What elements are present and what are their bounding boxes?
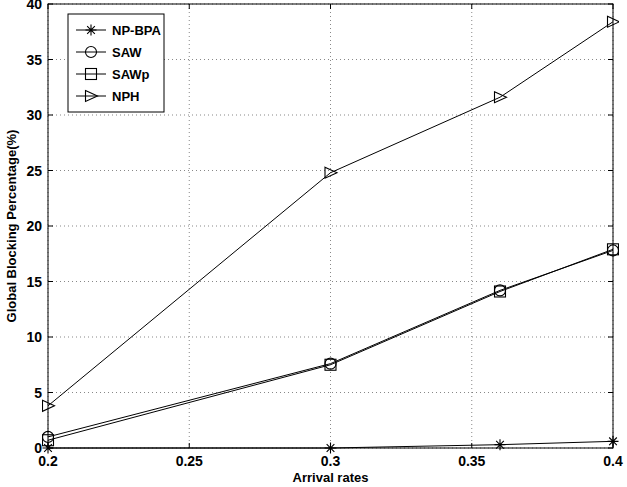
plot-frame bbox=[48, 4, 613, 448]
x-tick-label: 0.35 bbox=[458, 453, 485, 469]
series-marker bbox=[325, 443, 336, 454]
y-tick-label: 5 bbox=[34, 385, 42, 401]
series-marker bbox=[325, 359, 336, 370]
legend-marker bbox=[86, 47, 97, 58]
legend-label: SAWp bbox=[112, 67, 150, 82]
grid-line-x bbox=[330, 4, 331, 448]
grid-line-y bbox=[48, 115, 613, 116]
y-tick bbox=[608, 226, 613, 227]
x-tick bbox=[189, 443, 190, 448]
grid-line-y bbox=[48, 392, 613, 393]
series-marker bbox=[608, 244, 619, 255]
y-tick bbox=[48, 281, 53, 282]
y-tick-label: 20 bbox=[26, 218, 42, 234]
series-line bbox=[48, 249, 613, 440]
x-tick bbox=[613, 4, 614, 9]
legend-box bbox=[68, 14, 164, 112]
y-tick bbox=[608, 59, 613, 60]
y-tick bbox=[48, 59, 53, 60]
y-tick-label: 30 bbox=[26, 107, 42, 123]
legend-label: SAW bbox=[112, 45, 142, 60]
y-tick bbox=[608, 448, 613, 449]
x-axis-label: Arrival rates bbox=[293, 470, 369, 485]
x-tick bbox=[471, 4, 472, 9]
series-marker bbox=[608, 436, 619, 447]
x-tick bbox=[48, 4, 49, 9]
y-tick bbox=[48, 392, 53, 393]
series-marker bbox=[608, 16, 620, 27]
grid-line-y bbox=[48, 337, 613, 338]
chart: 0.20.250.30.350.40510152025303540Arrival… bbox=[0, 0, 627, 487]
y-tick bbox=[608, 337, 613, 338]
background bbox=[0, 0, 627, 487]
series-marker bbox=[43, 431, 54, 442]
y-axis-label: Global Blocking Percentage(%) bbox=[4, 130, 19, 323]
x-tick-label: 0.25 bbox=[176, 453, 203, 469]
y-tick bbox=[48, 170, 53, 171]
y-tick-label: 10 bbox=[26, 329, 42, 345]
series-marker bbox=[495, 286, 506, 297]
x-tick bbox=[189, 4, 190, 9]
legend-label: NP-BPA bbox=[112, 23, 161, 38]
y-tick-label: 35 bbox=[26, 52, 42, 68]
legend-marker bbox=[86, 69, 97, 80]
y-tick bbox=[608, 170, 613, 171]
plot-data bbox=[43, 16, 620, 453]
series-marker bbox=[43, 435, 54, 446]
x-tick-label: 0.4 bbox=[603, 453, 623, 469]
y-tick bbox=[48, 337, 53, 338]
legend-line bbox=[76, 96, 106, 97]
series-line bbox=[48, 250, 613, 436]
series-marker bbox=[43, 443, 54, 454]
series-marker bbox=[495, 92, 507, 103]
y-tick bbox=[608, 115, 613, 116]
y-tick bbox=[48, 4, 53, 5]
series-line bbox=[48, 22, 613, 406]
legend-line bbox=[76, 74, 106, 75]
x-tick-label: 0.3 bbox=[321, 453, 341, 469]
series-marker bbox=[325, 167, 337, 178]
legend-marker bbox=[86, 91, 98, 102]
legend-line bbox=[76, 52, 106, 53]
y-tick bbox=[48, 115, 53, 116]
series-marker bbox=[495, 439, 506, 450]
y-tick bbox=[48, 226, 53, 227]
legend: NP-BPA SAW SAWp NPH bbox=[68, 14, 164, 112]
legend-label: NPH bbox=[112, 89, 139, 104]
x-tick bbox=[330, 4, 331, 9]
y-tick bbox=[608, 4, 613, 5]
y-tick-label: 25 bbox=[26, 163, 42, 179]
y-tick bbox=[608, 392, 613, 393]
y-tick-label: 15 bbox=[26, 274, 42, 290]
series-marker bbox=[43, 400, 55, 411]
y-tick-label: 40 bbox=[26, 0, 42, 12]
legend-marker bbox=[86, 25, 97, 36]
y-tick-label: 0 bbox=[34, 440, 42, 456]
y-tick bbox=[608, 281, 613, 282]
grid-line-y bbox=[48, 226, 613, 227]
